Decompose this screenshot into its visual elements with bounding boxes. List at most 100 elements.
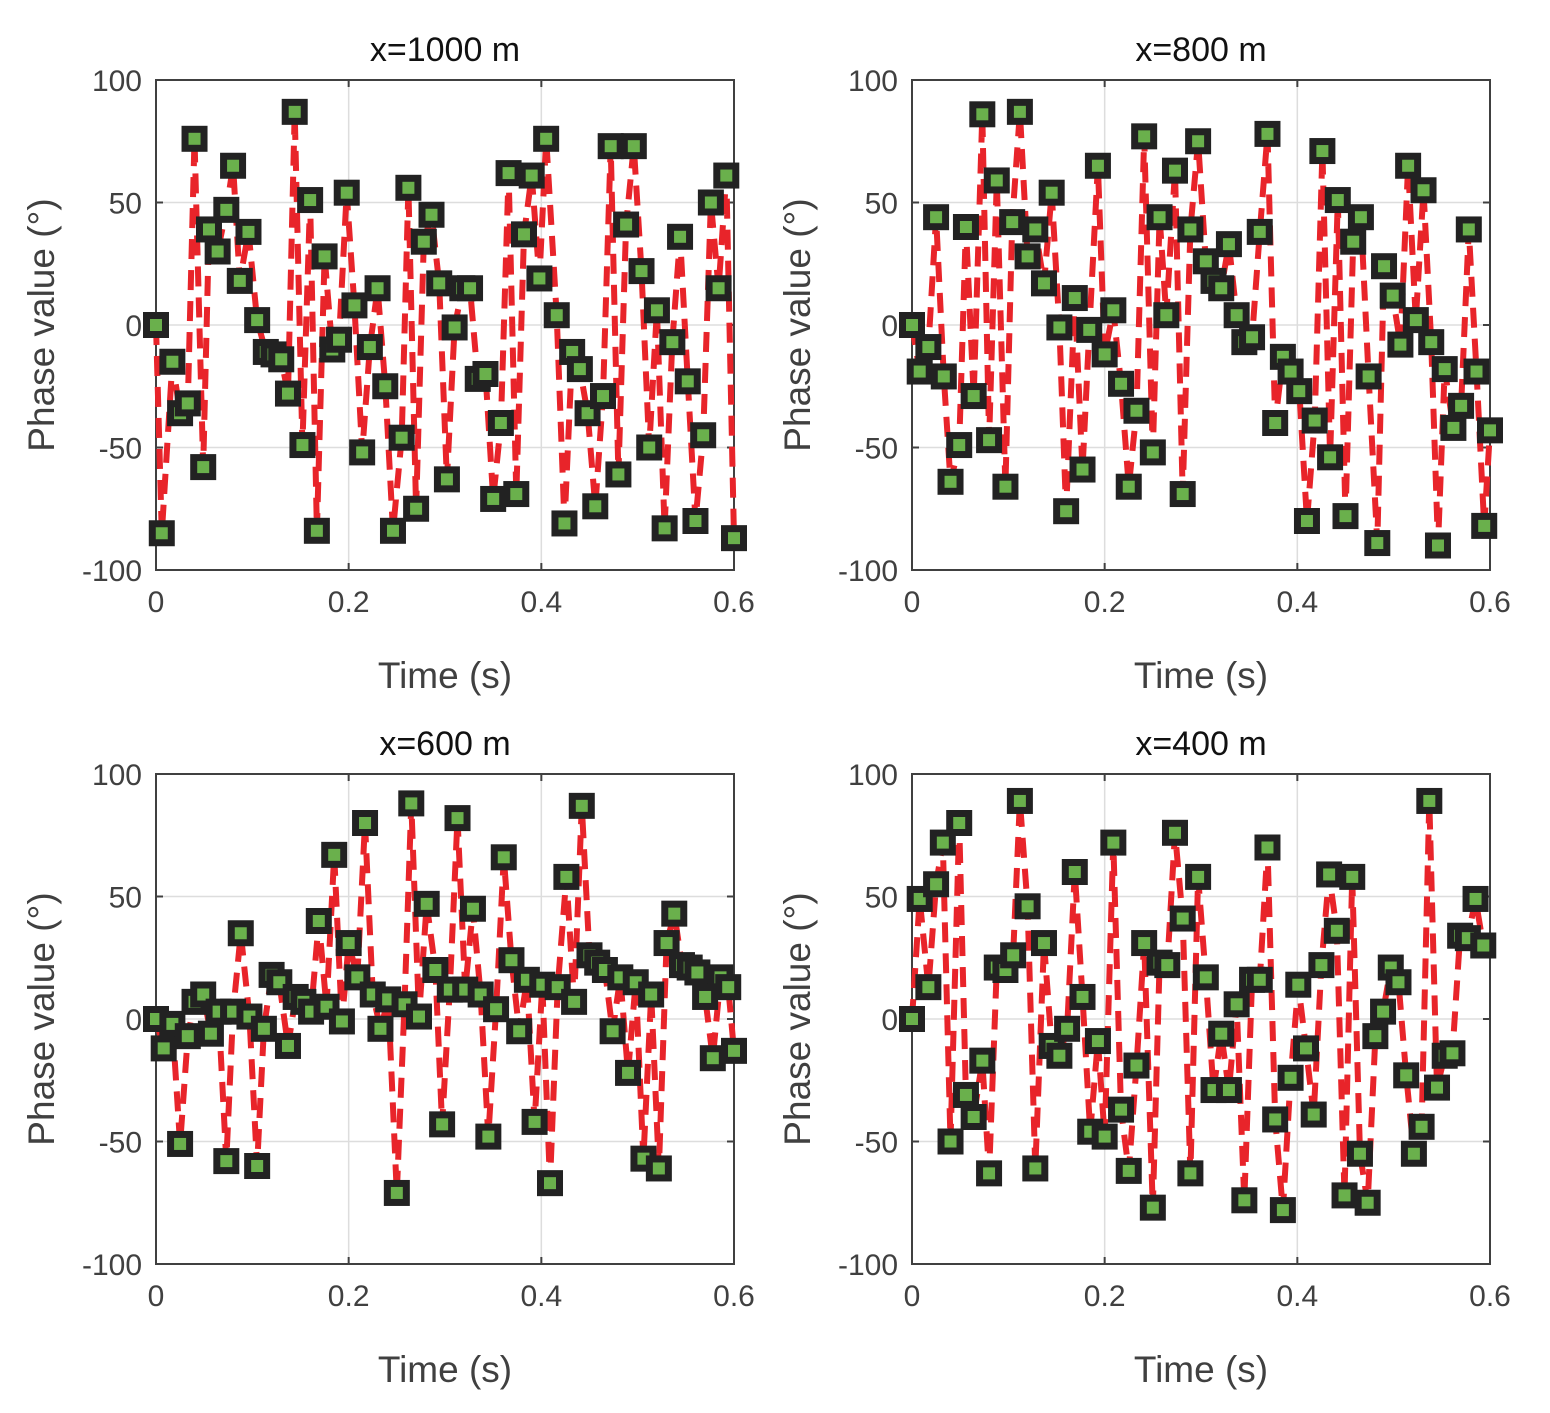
- data-point: [1169, 481, 1196, 508]
- x-tick-label: 0.6: [1469, 586, 1511, 619]
- chart-title: x=400 m: [1135, 725, 1266, 763]
- data-point: [1177, 1160, 1204, 1187]
- data-point: [721, 525, 747, 552]
- data-point: [498, 947, 525, 974]
- x-axis-label: Time (s): [378, 1349, 512, 1390]
- data-point: [244, 1153, 271, 1179]
- data-point: [1339, 863, 1366, 890]
- data-point: [174, 390, 201, 417]
- data-point: [506, 1018, 533, 1045]
- series-line: [153, 800, 737, 1196]
- y-tick-label: 0: [881, 310, 898, 343]
- data-point: [518, 162, 545, 189]
- data-point: [1069, 456, 1096, 483]
- data-point: [1431, 356, 1458, 383]
- x-tick-label: 0.4: [1276, 586, 1318, 619]
- data-point: [653, 930, 680, 957]
- data-point: [1154, 952, 1181, 979]
- data-point: [226, 267, 253, 294]
- data-point: [1161, 157, 1188, 184]
- data-point: [510, 221, 537, 248]
- data-point: [1418, 329, 1445, 356]
- data-point: [1223, 302, 1250, 329]
- data-point: [643, 297, 670, 324]
- y-tick-label: 100: [92, 759, 142, 792]
- data-point: [433, 466, 460, 493]
- data-point: [1387, 331, 1414, 358]
- data-point: [321, 841, 348, 868]
- data-point: [1061, 285, 1088, 312]
- data-point: [364, 275, 391, 302]
- x-axis-label: Time (s): [1134, 1349, 1268, 1390]
- data-point: [651, 515, 678, 542]
- data-point: [1131, 123, 1158, 150]
- data-point: [1185, 863, 1212, 890]
- data-point: [422, 957, 449, 983]
- data-point: [1293, 508, 1320, 534]
- data-point: [398, 790, 425, 817]
- data-point: [268, 346, 295, 373]
- data-point: [960, 1104, 987, 1130]
- data-point: [1208, 275, 1235, 302]
- data-point: [899, 312, 925, 338]
- data-point: [197, 1020, 224, 1047]
- data-point: [303, 517, 330, 544]
- data-point: [692, 983, 719, 1010]
- subplot-2: 0 0.2 0.4 0.6 -100 -50 0 50 100 x=800 m Time (s) Ph…: [777, 31, 1511, 696]
- x-tick-label: 0.6: [1469, 1280, 1511, 1313]
- data-point: [1309, 138, 1336, 165]
- data-point: [1091, 341, 1118, 368]
- data-point: [297, 187, 324, 214]
- data-point: [1014, 243, 1041, 270]
- data-point: [1115, 473, 1142, 500]
- data-point: [923, 204, 950, 231]
- y-tick-label: 100: [92, 65, 142, 98]
- data-point: [181, 125, 208, 152]
- data-point: [1169, 905, 1196, 932]
- data-point: [543, 302, 570, 329]
- data-point: [487, 410, 514, 436]
- data-point: [289, 432, 316, 459]
- data-point: [659, 329, 686, 356]
- data-point: [1254, 120, 1281, 147]
- y-axis-label: Phase value (°): [21, 198, 62, 451]
- data-point: [915, 974, 942, 1001]
- data-point: [1246, 218, 1273, 245]
- data-point: [418, 201, 445, 228]
- data-point: [335, 930, 362, 957]
- x-tick-label: 0.2: [328, 586, 370, 619]
- data-point: [457, 275, 484, 302]
- data-point: [405, 1003, 432, 1030]
- data-point: [395, 174, 422, 201]
- data-point: [1416, 787, 1443, 814]
- y-tick-label: -50: [855, 1127, 898, 1160]
- data-point: [1371, 253, 1398, 280]
- data-point: [213, 1148, 240, 1175]
- data-point: [1463, 358, 1490, 385]
- y-tick-label: 0: [881, 1004, 898, 1037]
- data-point: [1215, 231, 1242, 258]
- data-point: [459, 895, 486, 922]
- data-point: [1340, 228, 1367, 255]
- data-point: [661, 900, 688, 927]
- subplot-3: 0 0.2 0.4 0.6 -100 -50 0 50 100 x=600 m Time (s) Ph…: [21, 725, 755, 1390]
- data-point: [1108, 1096, 1135, 1123]
- x-axis-label: Time (s): [1134, 655, 1268, 696]
- data-point: [1123, 397, 1150, 424]
- data-point: [213, 196, 240, 223]
- data-point: [1324, 187, 1351, 214]
- data-point: [341, 292, 368, 319]
- data-point: [1053, 498, 1080, 525]
- data-point: [960, 383, 987, 410]
- data-point: [915, 334, 942, 361]
- data-point: [490, 844, 517, 871]
- data-point: [969, 101, 996, 128]
- data-point: [1362, 1023, 1389, 1050]
- x-tick-label: 0.4: [520, 1280, 562, 1313]
- data-point: [1084, 152, 1111, 179]
- x-axis-label: Time (s): [378, 655, 512, 696]
- data-point: [1262, 1106, 1289, 1133]
- data-point: [551, 510, 578, 537]
- data-point: [1393, 1062, 1420, 1089]
- data-point: [356, 334, 383, 361]
